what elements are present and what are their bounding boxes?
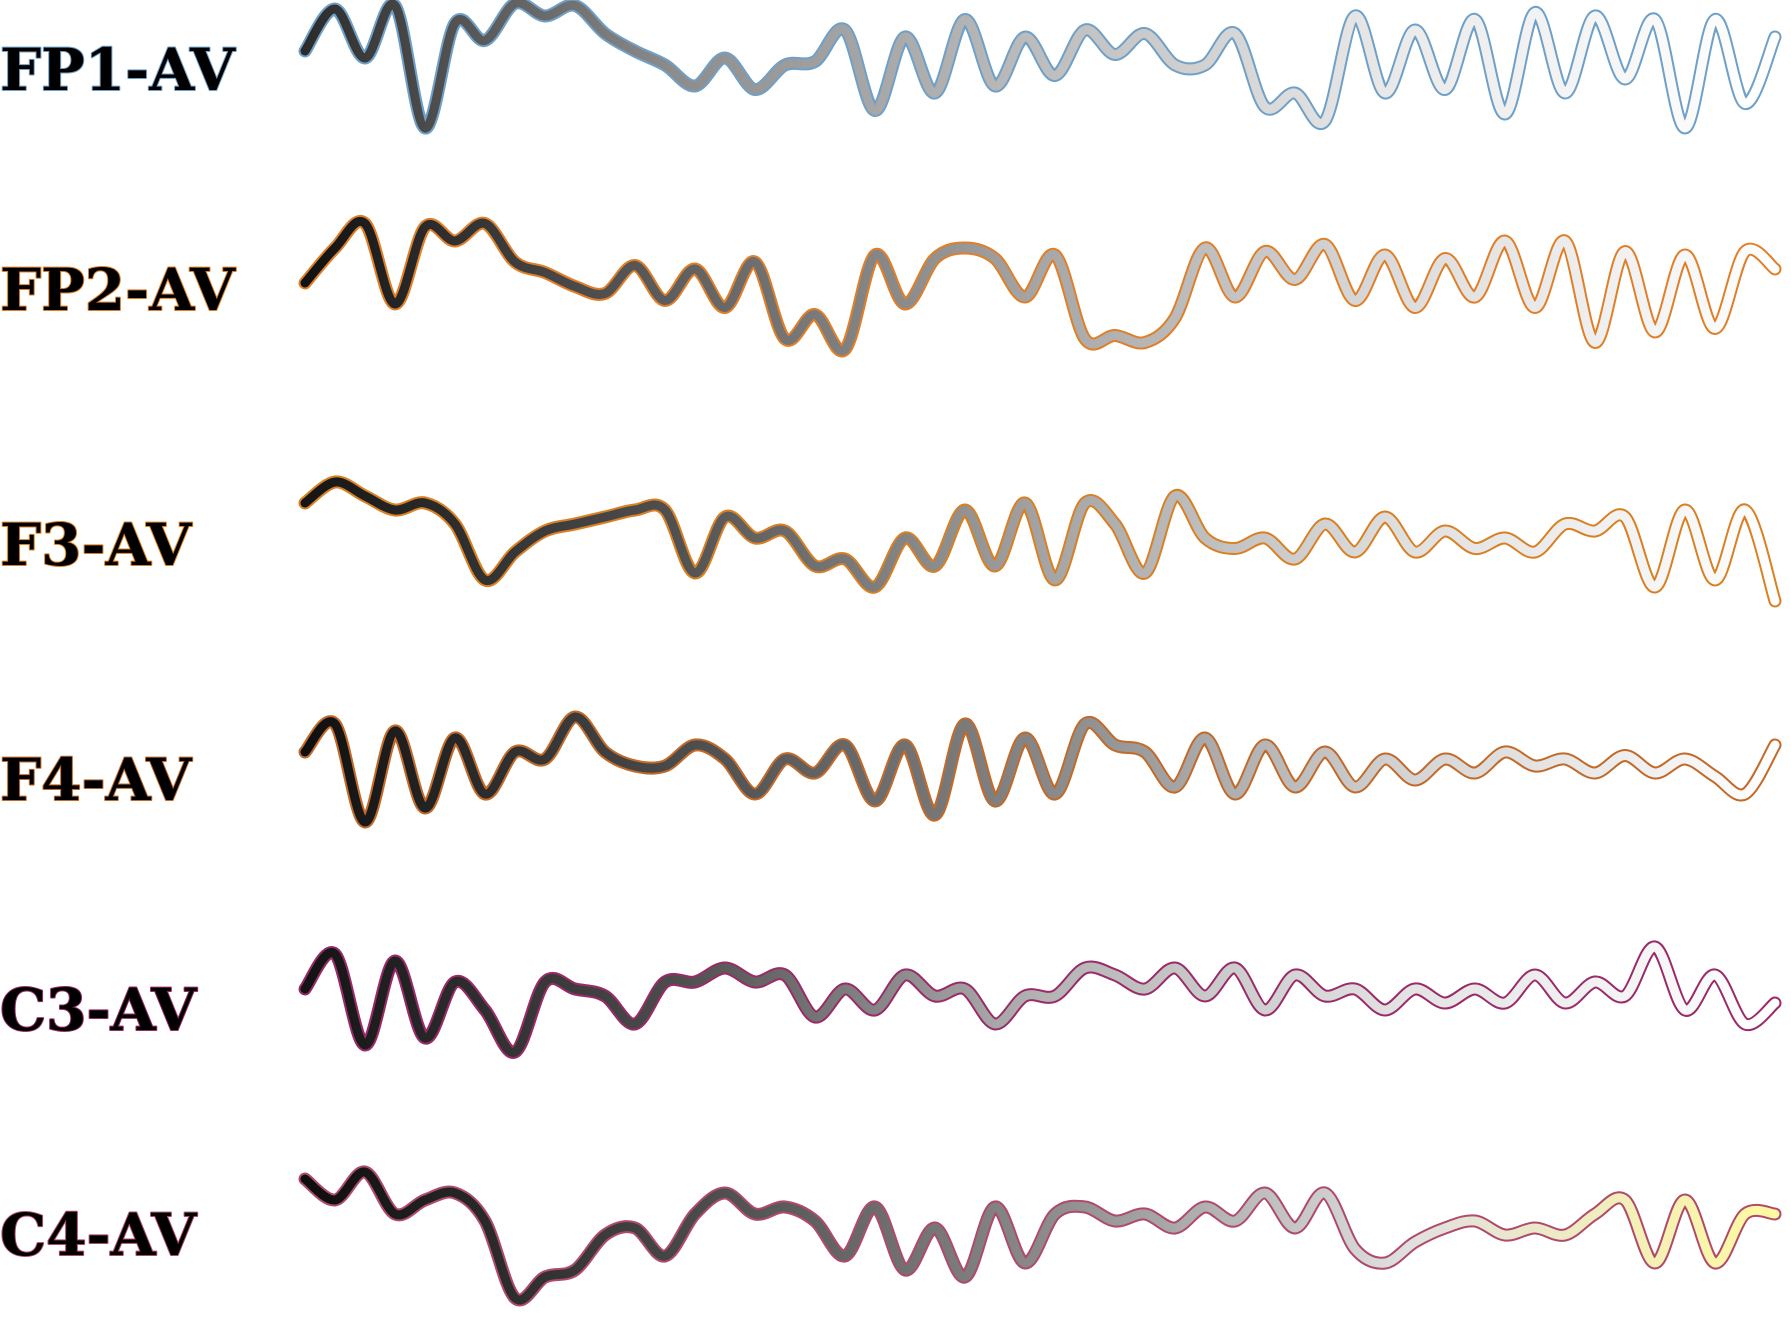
channel-label-fp2-av: FP2-AV bbox=[0, 256, 236, 324]
trace-fp2-av bbox=[298, 215, 1782, 358]
trace-c4-av bbox=[298, 1165, 1782, 1307]
trace-line-fp1-av bbox=[300, 0, 1780, 133]
channel-label-f3-av: F3-AV bbox=[0, 511, 192, 579]
channel-label-c3-av: C3-AV bbox=[0, 976, 197, 1044]
trace-line-f4-av bbox=[300, 712, 1780, 827]
trace-line-f3-av bbox=[300, 477, 1780, 606]
trace-line-fp2-av bbox=[300, 217, 1780, 356]
trace-outline-fp2-av bbox=[298, 215, 1782, 358]
trace-c3-av bbox=[298, 940, 1782, 1059]
channel-labels: FP1-AV FP2-AV F3-AV F4-AV C3-AV C4-AV bbox=[0, 35, 237, 1270]
channel-label-f4-av: F4-AV bbox=[0, 746, 192, 814]
trace-f4-av bbox=[298, 710, 1782, 829]
trace-line-c4-av bbox=[300, 1167, 1780, 1305]
trace-fp1-av bbox=[298, 0, 1782, 135]
trace-f3-av bbox=[298, 475, 1782, 608]
channel-label-fp1-av: FP1-AV bbox=[0, 36, 236, 104]
channel-traces bbox=[298, 0, 1782, 1307]
trace-line-c3-av bbox=[300, 942, 1780, 1057]
channel-label-c4-av: C4-AV bbox=[0, 1201, 197, 1269]
